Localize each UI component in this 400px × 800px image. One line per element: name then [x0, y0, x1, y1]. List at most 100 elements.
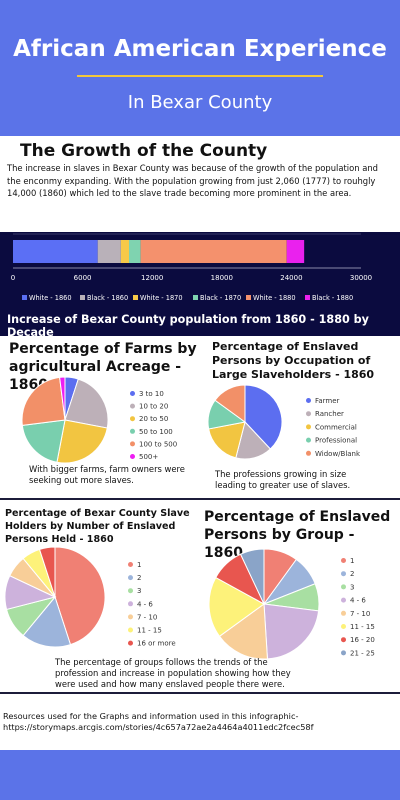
x-tick-label: 18000	[211, 274, 233, 282]
legend-marker	[128, 588, 133, 594]
legend-marker	[341, 650, 346, 656]
legend-label: Widow/Blank	[315, 450, 361, 458]
occupation-note: The professions growing in size leading …	[215, 469, 351, 490]
legend-marker	[341, 610, 346, 616]
x-tick-label: 12000	[141, 274, 163, 282]
pie-slice-4	[214, 384, 246, 423]
legend-label: Black - 1870	[200, 294, 241, 302]
resources-divider	[0, 692, 400, 694]
legend-marker	[306, 424, 311, 430]
legend-swatch	[133, 295, 138, 300]
pie-slice-4	[218, 603, 268, 660]
legend-swatch	[246, 295, 251, 300]
legend-marker	[341, 571, 346, 577]
pie-slice-0	[244, 384, 283, 450]
legend-label: White - 1870	[140, 294, 183, 302]
legend-marker	[341, 624, 346, 629]
holders-pie-chart: 1 2 3 4 - 6 7 - 10 11 - 15 16 or more	[4, 546, 176, 648]
legend-marker	[130, 403, 135, 409]
pie-slice-1	[22, 595, 72, 648]
population-bar-chart: 0 6000 12000 18000 24000 30000 White - 1860 Bla…	[11, 233, 372, 302]
legend-label: 50 to 100	[139, 428, 173, 436]
pie-slice-6	[38, 546, 56, 598]
legend-marker	[341, 584, 346, 590]
legend-swatch	[80, 295, 85, 300]
legend-marker	[130, 454, 135, 459]
legend-label: Professional	[315, 437, 357, 445]
legend-swatch	[305, 295, 310, 300]
groups-note: The percentage of groups follows the tre…	[55, 657, 291, 689]
legend-label: White - 1860	[29, 294, 72, 302]
legend-label: 1	[350, 557, 354, 565]
pie-slice-2	[208, 421, 246, 459]
legend-swatch	[22, 295, 27, 300]
population-chart-caption: Increase of Bexar County population from…	[7, 313, 369, 339]
legend-label: White - 1880	[253, 294, 296, 302]
legend-label: 4 - 6	[137, 600, 153, 608]
bar-segment-3	[129, 240, 141, 263]
legend-label: 7 - 10	[137, 613, 157, 621]
legend-marker	[128, 640, 133, 646]
legend-label: Commercial	[315, 423, 357, 431]
pie-slice-0	[54, 546, 106, 646]
pie-slice-3	[263, 603, 320, 660]
legend-label: Black - 1880	[312, 294, 353, 302]
bar-segment-0	[13, 240, 98, 263]
legend-marker	[341, 637, 346, 643]
legend-marker	[128, 575, 133, 581]
legend-label: 21 - 25	[350, 649, 375, 657]
pie-slice-5	[208, 576, 265, 638]
farms-pie-chart: 3 to 10 10 to 20 20 to 50 50 to 100 100 to 5…	[21, 376, 177, 464]
legend-label: Farmer	[315, 397, 340, 405]
groups-pie-chart: 1 2 3 4 - 6 7 - 10 11 - 15 16 - 20 21 - 25	[208, 548, 375, 660]
legend-label: 11 - 15	[350, 623, 375, 631]
pie-slice-2	[56, 419, 108, 464]
legend-label: 2	[350, 570, 354, 578]
legend-label: 3 to 10	[139, 390, 164, 398]
legend-marker	[306, 437, 311, 443]
legend-label: 20 to 50	[139, 415, 168, 423]
page-title: African American Experience	[13, 36, 387, 62]
resources-text: Resources used for the Graphs and inform…	[3, 711, 314, 732]
farms-note: With bigger farms, farm owners were seek…	[29, 464, 185, 485]
growth-heading: The Growth of the County	[20, 141, 268, 161]
title-underline	[77, 75, 323, 77]
header-banner: African American Experience In Bexar Cou…	[0, 0, 400, 136]
bar-segment-1	[97, 240, 121, 263]
holders-chart-title: Percentage of Bexar County Slave Holders…	[5, 508, 190, 545]
legend-label: 3	[350, 583, 354, 591]
legend-label: 16 or more	[137, 640, 176, 648]
legend-marker	[128, 601, 133, 607]
legend-label: 1	[137, 561, 141, 569]
footer-banner	[0, 750, 400, 800]
x-tick-label: 6000	[74, 274, 92, 282]
legend-label: Black - 1860	[87, 294, 128, 302]
bar-segment-2	[120, 240, 129, 263]
page-subtitle: In Bexar County	[127, 92, 273, 113]
legend-marker	[130, 441, 135, 447]
legend-marker	[306, 398, 311, 403]
legend-marker	[130, 428, 135, 434]
legend-marker	[128, 614, 133, 620]
x-tick-label: 24000	[280, 274, 302, 282]
x-tick-label: 30000	[350, 274, 372, 282]
legend-label: 16 - 20	[350, 636, 375, 644]
groups-chart-title: Percentage of Enslaved Persons by Group …	[204, 509, 391, 561]
legend-marker	[130, 416, 135, 422]
pie-slice-5	[59, 376, 66, 421]
legend-marker	[306, 411, 311, 417]
legend-swatch	[193, 295, 198, 300]
section-divider	[0, 498, 400, 500]
bar-segment-4	[140, 240, 287, 263]
legend-label: 2	[137, 574, 141, 582]
growth-intro-text: The increase in slaves in Bexar County w…	[7, 163, 378, 198]
bar-segment-5	[286, 240, 305, 263]
pie-slice-4	[21, 376, 66, 426]
legend-label: 10 to 20	[139, 403, 168, 411]
legend-label: 3	[137, 587, 141, 595]
pie-slice-3	[21, 419, 66, 463]
occupation-chart-title: Percentage of Enslaved Persons by Occupa…	[212, 340, 375, 381]
legend-marker	[128, 562, 133, 567]
legend-marker	[128, 627, 133, 633]
legend-label: 500+	[139, 453, 158, 461]
